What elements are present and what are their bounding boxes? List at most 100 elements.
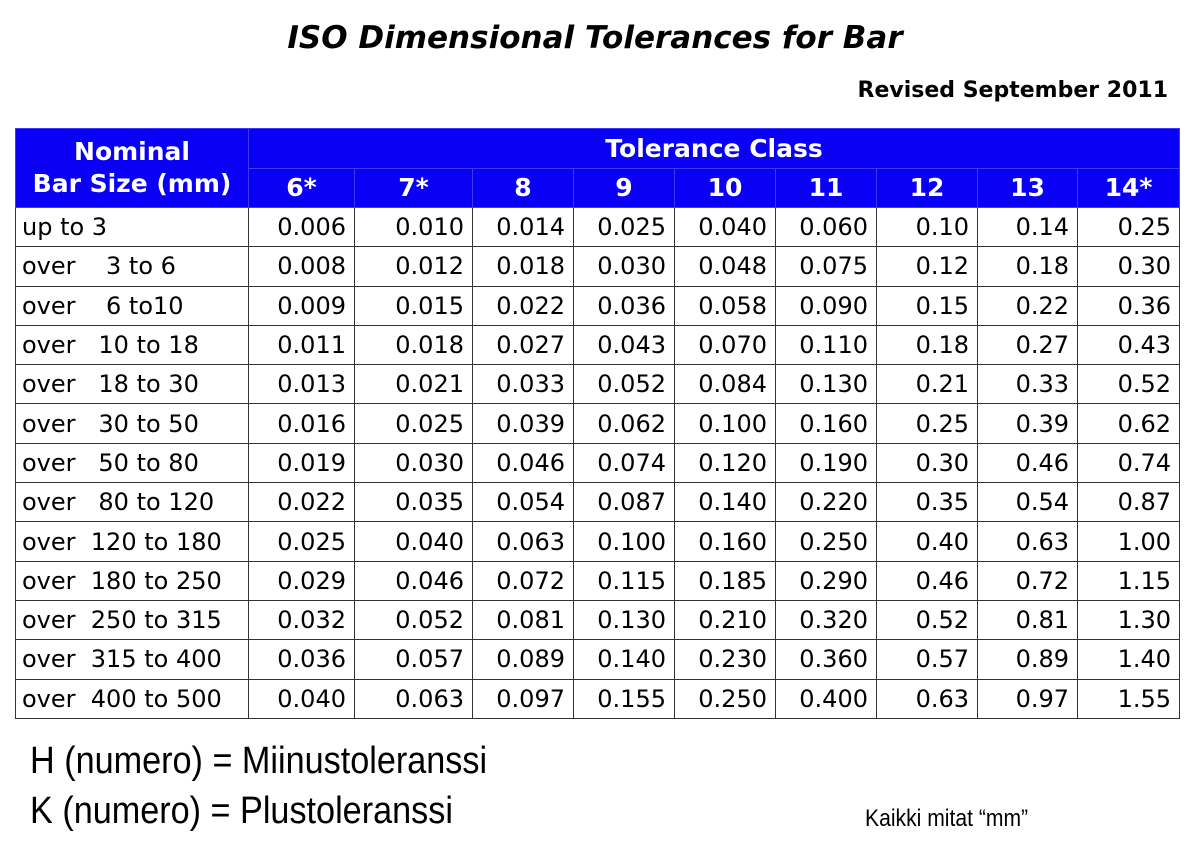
- class-header-6: 12: [876, 167, 978, 208]
- tolerance-cell: 0.120: [674, 442, 776, 484]
- tolerance-cell: 0.063: [354, 678, 473, 719]
- class-header-3: 9: [573, 167, 675, 208]
- tolerance-cell: 1.30: [1076, 599, 1181, 641]
- tolerance-cell: 0.019: [248, 442, 355, 484]
- tolerance-cell: 0.115: [573, 560, 675, 601]
- size-cell: over 400 to 500: [15, 678, 249, 719]
- size-cell: over 10 to 18: [15, 324, 249, 366]
- tolerance-cell: 0.013: [248, 364, 355, 405]
- tolerance-cell: 0.160: [775, 403, 877, 444]
- tolerance-cell: 1.15: [1076, 560, 1181, 601]
- tolerance-cell: 0.81: [977, 599, 1078, 641]
- tolerance-cell: 0.011: [248, 324, 355, 366]
- table-row: over 6 to10 0.009 0.015 0.022 0.036 0.058 0.09…: [15, 285, 1181, 326]
- size-cell: over 30 to 50: [15, 403, 249, 444]
- tolerance-cell: 0.360: [775, 639, 877, 680]
- tolerance-cell: 0.087: [573, 482, 675, 523]
- tolerance-cell: 0.063: [472, 521, 574, 562]
- page-title: ISO Dimensional Tolerances for Bar: [287, 20, 903, 56]
- tolerance-cell: 0.27: [977, 324, 1078, 366]
- tolerance-cell: 0.22: [977, 285, 1078, 326]
- tolerance-cell: 0.25: [876, 403, 978, 444]
- tolerance-cell: 0.081: [472, 599, 574, 641]
- size-cell: over 180 to 250: [15, 560, 249, 601]
- tolerance-cell: 0.87: [1076, 482, 1181, 523]
- h-note: H (numero) = Miinustoleranssi: [30, 740, 488, 782]
- tolerance-cell: 0.14: [977, 206, 1078, 248]
- tolerance-cell: 0.054: [472, 482, 574, 523]
- tolerance-cell: 0.046: [472, 442, 574, 484]
- tolerance-cell: 0.18: [876, 324, 978, 366]
- tolerance-cell: 0.040: [354, 521, 473, 562]
- tolerance-cell: 0.036: [248, 639, 355, 680]
- table-row: over 250 to 315 0.032 0.052 0.081 0.130 0.210…: [15, 599, 1181, 641]
- tolerance-cell: 0.036: [573, 285, 675, 326]
- tolerance-cell: 0.052: [573, 364, 675, 405]
- tolerance-cell: 0.058: [674, 285, 776, 326]
- size-cell: over 6 to10: [15, 285, 249, 326]
- tolerance-cell: 0.025: [573, 206, 675, 248]
- tolerance-cell: 0.025: [248, 521, 355, 562]
- tolerance-cell: 0.250: [674, 678, 776, 719]
- tolerance-cell: 0.090: [775, 285, 877, 326]
- tolerance-cell: 0.230: [674, 639, 776, 680]
- tolerance-cell: 0.10: [876, 206, 978, 248]
- tolerance-cell: 0.220: [775, 482, 877, 523]
- tolerance-cell: 0.15: [876, 285, 978, 326]
- size-cell: over 250 to 315: [15, 599, 249, 641]
- units-note: Kaikki mitat “mm”: [865, 805, 1029, 832]
- tolerance-cell: 0.048: [674, 246, 776, 287]
- tolerance-cell: 0.89: [977, 639, 1078, 680]
- tolerance-cell: 0.72: [977, 560, 1078, 601]
- tolerance-cell: 0.057: [354, 639, 473, 680]
- tolerance-cell: 0.97: [977, 678, 1078, 719]
- tolerance-cell: 0.54: [977, 482, 1078, 523]
- tolerance-cell: 1.55: [1076, 678, 1181, 719]
- table-row: over 50 to 80 0.019 0.030 0.046 0.074 0.120 0.…: [15, 442, 1181, 484]
- tolerance-cell: 0.018: [354, 324, 473, 366]
- size-cell: over 3 to 6: [15, 246, 249, 287]
- tolerance-cell: 0.30: [1076, 246, 1181, 287]
- class-header-2: 8: [472, 167, 574, 208]
- tolerance-cell: 0.400: [775, 678, 877, 719]
- tolerance-cell: 0.25: [1076, 206, 1181, 248]
- tolerance-cell: 0.008: [248, 246, 355, 287]
- table-row: over 400 to 500 0.040 0.063 0.097 0.155 0.250…: [15, 678, 1181, 719]
- k-note: K (numero) = Plustoleranssi: [30, 790, 453, 832]
- tolerance-cell: 0.18: [977, 246, 1078, 287]
- tolerance-cell: 0.140: [674, 482, 776, 523]
- size-cell: over 18 to 30: [15, 364, 249, 405]
- tolerance-cell: 0.018: [472, 246, 574, 287]
- tolerance-cell: 0.160: [674, 521, 776, 562]
- tolerance-cell: 0.140: [573, 639, 675, 680]
- size-cell: over 50 to 80: [15, 442, 249, 484]
- tolerance-cell: 0.46: [977, 442, 1078, 484]
- size-cell: over 120 to 180: [15, 521, 249, 562]
- tolerance-cell: 0.43: [1076, 324, 1181, 366]
- tolerance-cell: 0.320: [775, 599, 877, 641]
- tolerance-cell: 0.63: [977, 521, 1078, 562]
- tolerance-cell: 0.046: [354, 560, 473, 601]
- tolerance-cell: 0.40: [876, 521, 978, 562]
- tolerance-cell: 0.74: [1076, 442, 1181, 484]
- tolerance-cell: 0.010: [354, 206, 473, 248]
- tolerance-cell: 0.022: [472, 285, 574, 326]
- size-cell: over 315 to 400: [15, 639, 249, 680]
- size-cell: up to 3: [15, 206, 249, 248]
- tolerance-cell: 1.40: [1076, 639, 1181, 680]
- tolerance-cell: 0.030: [573, 246, 675, 287]
- table-row: over 3 to 6 0.008 0.012 0.018 0.030 0.048 0.07…: [15, 246, 1181, 287]
- tolerance-cell: 0.12: [876, 246, 978, 287]
- tolerance-cell: 0.46: [876, 560, 978, 601]
- table-row: over 10 to 18 0.011 0.018 0.027 0.043 0.070 0.…: [15, 324, 1181, 366]
- tolerance-cell: 0.027: [472, 324, 574, 366]
- tolerance-cell: 0.039: [472, 403, 574, 444]
- tolerance-cell: 0.012: [354, 246, 473, 287]
- tolerance-cell: 0.074: [573, 442, 675, 484]
- tolerance-cell: 0.33: [977, 364, 1078, 405]
- tolerance-cell: 0.130: [573, 599, 675, 641]
- tolerance-cell: 0.35: [876, 482, 978, 523]
- tolerance-class-header: Tolerance Class: [247, 128, 1181, 169]
- tolerance-cell: 0.032: [248, 599, 355, 641]
- tolerance-cell: 0.155: [573, 678, 675, 719]
